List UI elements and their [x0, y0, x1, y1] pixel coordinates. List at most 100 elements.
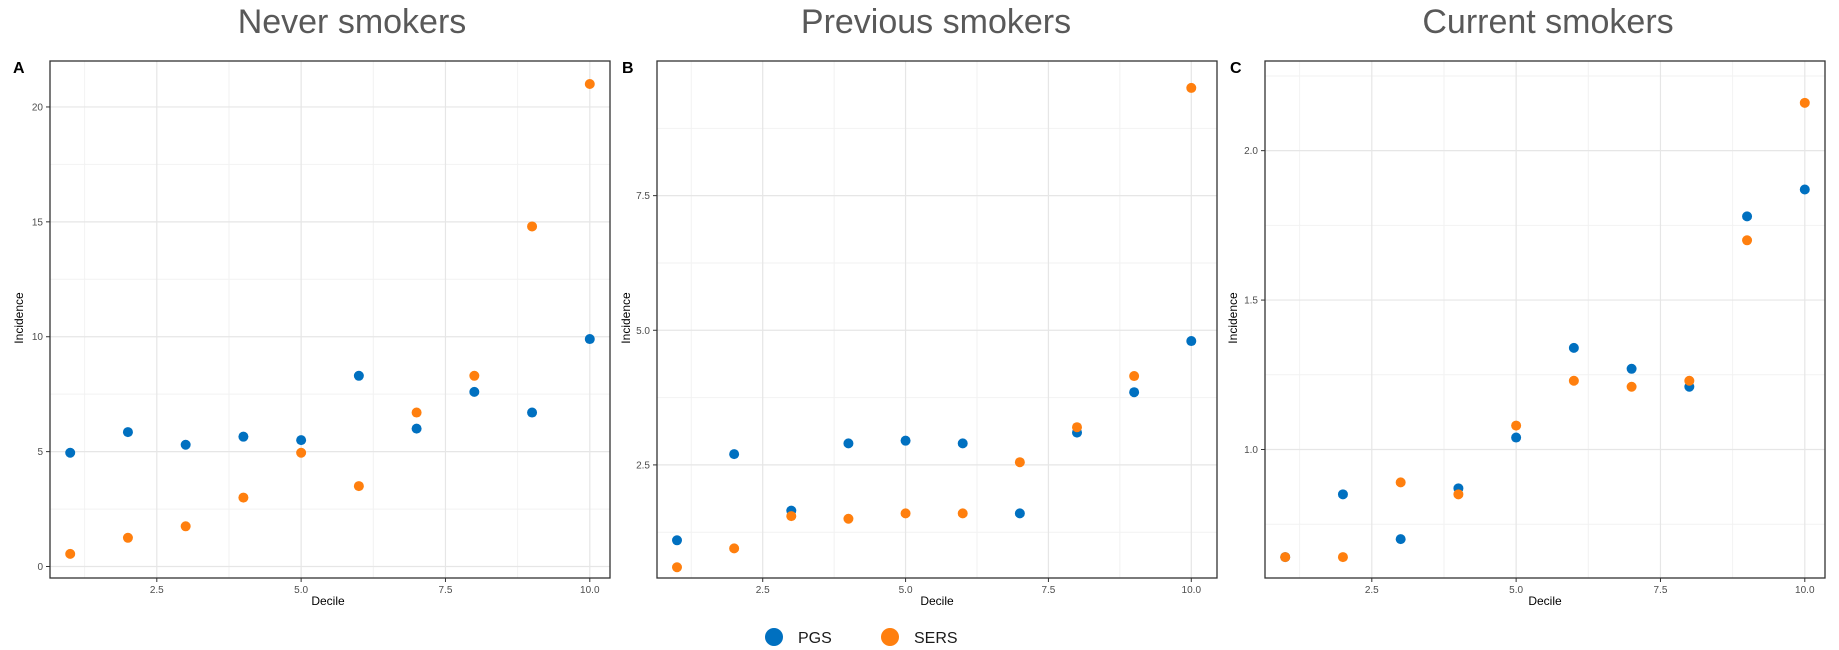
point-pgs: [1799, 184, 1810, 195]
x-tick-label: 7.5: [1654, 585, 1668, 596]
y-tick-label: 7.5: [636, 191, 650, 202]
point-pgs: [1129, 387, 1140, 398]
point-sers: [1280, 552, 1291, 563]
point-pgs: [296, 435, 307, 446]
point-sers: [469, 370, 480, 381]
y-tick-label: 2.5: [636, 460, 650, 471]
legend-label-pgs: PGS: [798, 630, 832, 647]
x-tick-label: 10.0: [1182, 585, 1202, 596]
point-pgs: [1395, 534, 1406, 545]
point-sers: [1014, 457, 1025, 468]
x-tick-label: 10.0: [580, 585, 600, 596]
point-pgs: [1337, 489, 1348, 500]
x-tick-label: 5.0: [899, 585, 913, 596]
point-pgs: [1186, 336, 1197, 347]
point-sers: [296, 447, 307, 458]
x-axis-label: Decile: [1528, 594, 1562, 608]
grid: [50, 61, 610, 578]
point-sers: [672, 562, 682, 573]
plot-frame: [49, 60, 611, 579]
panel-previous-smokers: Previous smokers B Decile Incidence 2.5 5…: [619, 3, 1218, 608]
point-pgs: [584, 334, 595, 345]
legend-marker-sers: [881, 628, 899, 646]
y-tick-label: 1.0: [1244, 445, 1258, 456]
y-axis-label: Incidence: [12, 292, 26, 344]
x-tick-label: 2.5: [756, 585, 770, 596]
panel-title: Current smokers: [1422, 3, 1673, 41]
point-pgs: [527, 407, 538, 418]
panel-never-smokers: Never smokers A Decile Incidence 2.5 5.0 7…: [12, 3, 611, 608]
point-sers: [1511, 420, 1522, 431]
point-pgs: [1568, 342, 1579, 353]
point-pgs: [1742, 211, 1753, 222]
point-sers: [1799, 97, 1810, 108]
panel-current-smokers: Current smokers C Decile Incidence 2.5 5.…: [1226, 3, 1826, 608]
panel-letter: C: [1230, 60, 1242, 77]
legend-marker-pgs: [765, 628, 783, 646]
point-sers: [65, 548, 76, 559]
point-pgs: [122, 427, 133, 438]
x-axis-label: Decile: [311, 594, 345, 608]
point-sers: [1568, 375, 1579, 386]
point-sers: [1395, 477, 1406, 488]
x-tick-label: 2.5: [1365, 585, 1379, 596]
x-tick-label: 7.5: [1041, 585, 1055, 596]
point-pgs: [1014, 508, 1025, 519]
x-tick-label: 7.5: [439, 585, 453, 596]
panel-letter: A: [13, 60, 25, 77]
point-sers: [843, 513, 854, 524]
point-pgs: [843, 438, 854, 449]
y-tick-label: 10: [32, 332, 44, 343]
y-tick-label: 0: [37, 562, 43, 573]
point-sers: [1129, 371, 1140, 382]
y-tick-label: 20: [32, 102, 44, 113]
grid: [657, 61, 1217, 578]
point-sers: [584, 78, 595, 89]
point-pgs: [353, 370, 364, 381]
point-sers: [353, 481, 364, 492]
point-pgs: [469, 386, 480, 397]
point-sers: [1684, 375, 1695, 386]
y-axis-label: Incidence: [619, 292, 633, 344]
x-tick-label: 5.0: [294, 585, 308, 596]
point-pgs: [957, 438, 968, 449]
legend-label-sers: SERS: [914, 630, 958, 647]
point-sers: [1072, 422, 1082, 433]
point-pgs: [1626, 363, 1637, 374]
point-sers: [1186, 82, 1197, 93]
point-sers: [957, 508, 968, 519]
y-tick-label: 5.0: [636, 326, 650, 337]
panel-title: Never smokers: [238, 3, 467, 41]
x-tick-label: 5.0: [1509, 585, 1523, 596]
point-sers: [729, 543, 740, 554]
x-axis-label: Decile: [920, 594, 954, 608]
point-pgs: [672, 535, 682, 546]
point-sers: [122, 532, 133, 543]
point-sers: [900, 508, 911, 519]
panel-title: Previous smokers: [801, 3, 1071, 41]
point-sers: [1626, 381, 1637, 392]
point-sers: [411, 407, 422, 418]
y-tick-label: 15: [32, 217, 44, 228]
y-tick-label: 2.0: [1244, 146, 1258, 157]
point-sers: [527, 221, 538, 232]
point-sers: [180, 521, 191, 532]
x-tick-label: 10.0: [1795, 585, 1815, 596]
point-pgs: [180, 439, 191, 450]
panel-letter: B: [622, 60, 634, 77]
y-tick-label: 5: [37, 447, 43, 458]
plot-frame: [656, 60, 1218, 579]
y-tick-label: 1.5: [1244, 296, 1258, 307]
point-sers: [1337, 552, 1348, 563]
point-pgs: [238, 431, 249, 442]
point-pgs: [65, 447, 76, 458]
point-sers: [1742, 235, 1753, 246]
plot-frame: [1264, 60, 1826, 579]
y-axis-label: Incidence: [1226, 292, 1240, 344]
point-pgs: [729, 449, 740, 460]
x-tick-label: 2.5: [150, 585, 164, 596]
point-pgs: [900, 435, 911, 446]
point-sers: [1453, 489, 1464, 500]
point-sers: [786, 511, 797, 522]
